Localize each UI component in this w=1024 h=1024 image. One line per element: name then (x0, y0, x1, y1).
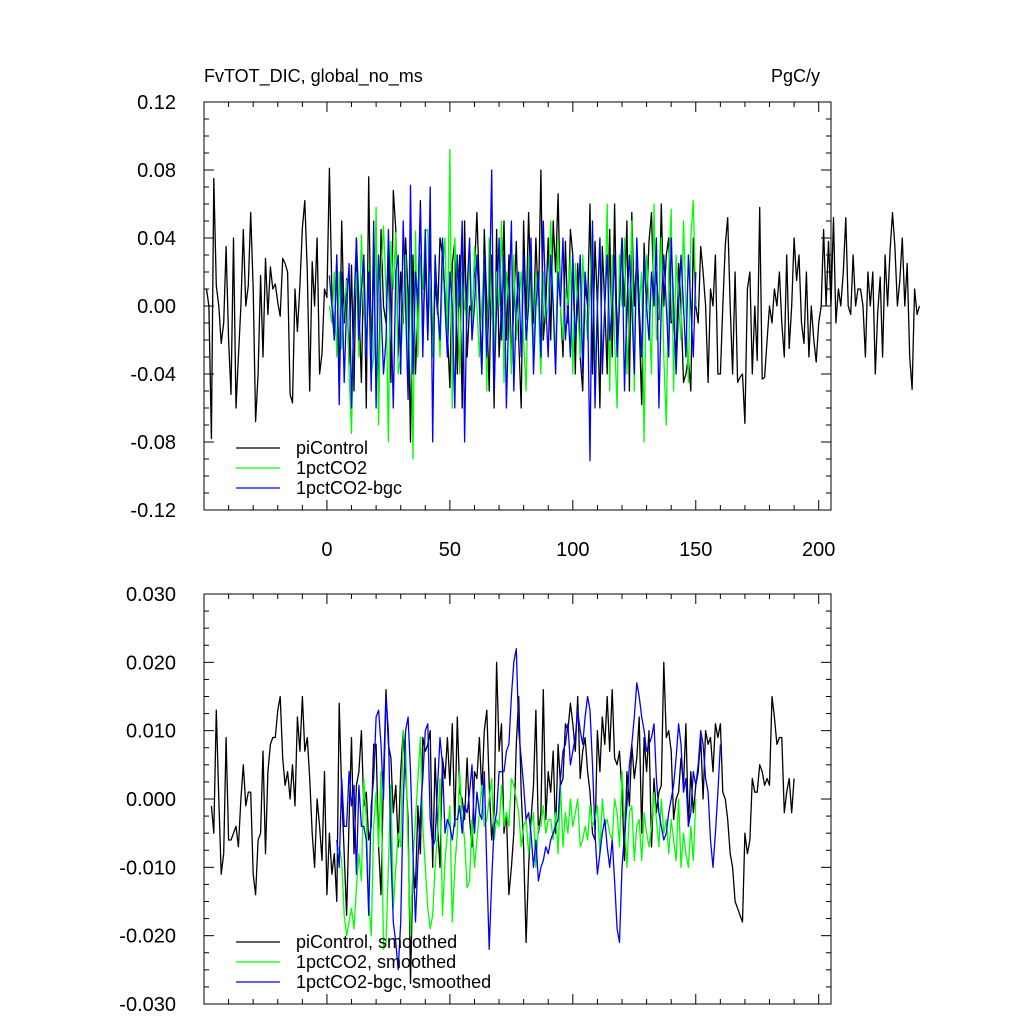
x-tick-label: 0 (321, 539, 332, 561)
ticks-bottom: 0.030 0.020 0.010 0.000 -0.010 -0.020 -0.030 (119, 584, 831, 1016)
legend-label: 1pctCO2-bgc (296, 478, 402, 498)
title-right: PgC/y (771, 66, 820, 86)
series-top (205, 148, 921, 462)
y-tick-label: 0.030 (126, 584, 176, 606)
title-left: FvTOT_DIC, global_no_ms (204, 66, 423, 87)
y-tick-label: -0.010 (119, 857, 176, 879)
y-tick-label: 0.12 (137, 92, 176, 114)
y-tick-label: 0.08 (137, 160, 176, 182)
legend-label: piControl (296, 438, 368, 458)
series-line-picontrol (205, 167, 921, 443)
top-panel: FvTOT_DIC, global_no_ms PgC/y 0 50 100 150 2… (130, 66, 921, 561)
x-tick-label: 50 (439, 539, 461, 561)
y-tick-label: -0.04 (130, 364, 176, 386)
y-tick-label: -0.020 (119, 926, 176, 948)
series-line-1pctco2-smoothed (336, 730, 697, 950)
x-tick-label: 200 (802, 539, 835, 561)
y-tick-label: 0.000 (126, 789, 176, 811)
y-tick-label: -0.12 (130, 500, 176, 522)
y-tick-label: -0.08 (130, 432, 176, 454)
legend-label: 1pctCO2, smoothed (296, 952, 456, 972)
x-tick-label: 100 (556, 539, 589, 561)
bottom-panel: 0.030 0.020 0.010 0.000 -0.010 -0.020 -0.030 p… (119, 584, 832, 1016)
x-tick-label: 150 (679, 539, 712, 561)
legend-label: 1pctCO2-bgc, smoothed (296, 972, 491, 992)
y-tick-label: 0.020 (126, 652, 176, 674)
y-tick-label: -0.030 (119, 994, 176, 1016)
y-tick-label: 0.04 (137, 228, 176, 250)
y-tick-label: 0.010 (126, 721, 176, 743)
series-line-1pctco2-bgc-smoothed (336, 648, 722, 971)
y-tick-label: 0.00 (137, 296, 176, 318)
ticks-top: 0 50 100 150 200 0.12 0.08 0.04 0.00 -0.04 -0.08 -0… (130, 92, 835, 561)
legend-label: piControl, smoothed (296, 932, 457, 952)
legend-label: 1pctCO2 (296, 458, 367, 478)
series-bottom (210, 648, 795, 985)
series-line-1pctco2-bgc (328, 169, 697, 462)
